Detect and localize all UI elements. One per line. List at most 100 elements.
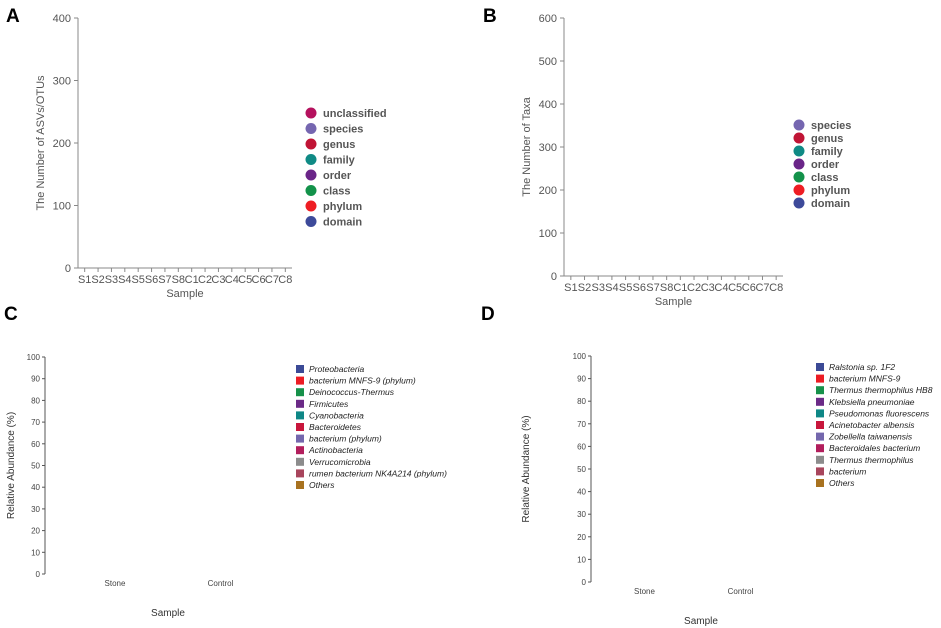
y-tick-label: 60 xyxy=(577,442,586,451)
y-tick-label: 40 xyxy=(577,488,586,497)
x-tick-label: S7 xyxy=(646,282,659,294)
y-tick-label: 80 xyxy=(577,397,586,406)
y-tick-label: 400 xyxy=(53,13,71,25)
panel-label-b: B xyxy=(483,6,497,27)
chart-panel-c: 0 10 20 30 40 50 60 70 80 90 100 Stone Control Sample… xyxy=(6,353,447,619)
legend-label: class xyxy=(323,186,351,198)
y-axis-label: The Number of Taxa xyxy=(521,96,533,196)
legend-label: order xyxy=(323,170,352,182)
x-tick-label: S5 xyxy=(619,282,632,294)
y-tick-label: 90 xyxy=(31,375,40,384)
legend-label: bacterium (phylum) xyxy=(309,434,382,444)
legend-swatch xyxy=(296,481,304,489)
x-tick-label: C8 xyxy=(769,282,783,294)
legend-marker xyxy=(305,123,317,134)
y-tick-label: 50 xyxy=(577,465,586,474)
legend-label: Proteobacteria xyxy=(309,364,365,374)
y-tick-label: 100 xyxy=(53,201,71,213)
y-tick-label: 100 xyxy=(573,352,587,361)
legend-label: Deinococcus-Thermus xyxy=(309,387,395,397)
legend-label: Verrucomicrobia xyxy=(309,457,371,467)
legend-label: bacterium xyxy=(829,466,866,476)
legend-marker xyxy=(305,107,317,119)
x-tick-label: S3 xyxy=(591,282,604,294)
x-tick-label: S8 xyxy=(660,282,673,294)
y-tick-label: 10 xyxy=(31,548,40,557)
x-tick-label: C4 xyxy=(225,274,239,286)
panel-label-c: C xyxy=(4,304,18,325)
legend-marker xyxy=(305,185,317,196)
legend-swatch xyxy=(296,388,304,397)
legend-label: Bacteroidetes xyxy=(309,422,362,432)
legend-swatch xyxy=(816,374,824,383)
y-tick-label: 0 xyxy=(551,271,557,283)
x-tick-label: C2 xyxy=(198,274,212,286)
y-tick-label: 80 xyxy=(31,396,40,405)
legend-label: Firmicutes xyxy=(309,399,349,409)
x-tick-label: C8 xyxy=(278,274,292,286)
y-axis-label: Relative Abundance (%) xyxy=(521,415,532,522)
legend-marker xyxy=(793,132,805,144)
legend-swatch xyxy=(816,467,824,476)
legend-label: order xyxy=(811,159,840,171)
x-axis-label: Sample xyxy=(684,616,718,627)
legend-swatch xyxy=(296,376,304,385)
legend-marker xyxy=(793,119,805,131)
legend-label: domain xyxy=(811,198,850,210)
legend-label: Others xyxy=(309,480,335,490)
x-tick-label: C7 xyxy=(265,274,279,286)
legend-marker xyxy=(305,200,317,212)
x-tick-label: S6 xyxy=(145,274,158,286)
legend-swatch xyxy=(816,363,824,371)
x-tick-label: C5 xyxy=(238,274,252,286)
legend-label: family xyxy=(323,155,356,167)
x-axis-label: Sample xyxy=(166,288,203,300)
y-tick-label: 70 xyxy=(577,420,586,429)
legend-swatch xyxy=(816,479,824,487)
legend-label: Acinetobacter albensis xyxy=(828,420,915,430)
legend-label: Actinobacteria xyxy=(308,445,363,455)
x-tick-label: S1 xyxy=(564,282,577,294)
x-axis-label: Sample xyxy=(151,608,185,619)
x-tick-label: S2 xyxy=(91,274,104,286)
x-tick-label: Control xyxy=(728,587,754,596)
y-tick-label: 40 xyxy=(31,483,40,492)
y-tick-label: 30 xyxy=(577,510,586,519)
legend-swatch xyxy=(816,386,824,395)
x-tick-label: S1 xyxy=(78,274,91,286)
legend-label: rumen bacterium NK4A214 (phylum) xyxy=(309,468,447,478)
y-tick-label: 20 xyxy=(31,527,40,536)
y-tick-label: 20 xyxy=(577,533,586,542)
legend-label: phylum xyxy=(811,185,850,197)
y-tick-label: 300 xyxy=(53,76,71,88)
legend-marker xyxy=(305,169,317,181)
legend-label: class xyxy=(811,172,839,184)
x-tick-label: S8 xyxy=(172,274,185,286)
y-tick-label: 100 xyxy=(539,228,557,240)
y-tick-label: 50 xyxy=(31,462,40,471)
legend-marker xyxy=(793,171,805,183)
chart-panel-d: 0 10 20 30 40 50 60 70 80 90 100 Stone Control Sample… xyxy=(521,352,933,627)
legend-label: genus xyxy=(811,133,843,145)
x-axis-label: Sample xyxy=(655,296,692,308)
legend-swatch xyxy=(816,421,824,429)
legend-label: Pseudomonas fluorescens xyxy=(829,408,930,418)
legend-marker xyxy=(793,184,805,196)
legend-label: Thermus thermophilus HB8 xyxy=(829,385,933,395)
x-tick-label: S3 xyxy=(105,274,118,286)
legend-marker xyxy=(305,216,317,227)
y-axis-label: The Number of ASVs/OTUs xyxy=(35,75,47,211)
y-tick-label: 600 xyxy=(539,13,557,25)
legend-swatch xyxy=(816,455,824,464)
y-axis-label: Relative Abundance (%) xyxy=(6,412,17,519)
legend-swatch xyxy=(296,411,304,420)
legend-label: unclassified xyxy=(323,108,387,120)
x-tick-label: S4 xyxy=(118,274,131,286)
x-tick-label: C3 xyxy=(211,274,225,286)
x-tick-label: S7 xyxy=(158,274,171,286)
x-tick-label: C4 xyxy=(714,282,728,294)
y-tick-label: 30 xyxy=(31,505,40,514)
y-tick-label: 0 xyxy=(65,263,71,275)
